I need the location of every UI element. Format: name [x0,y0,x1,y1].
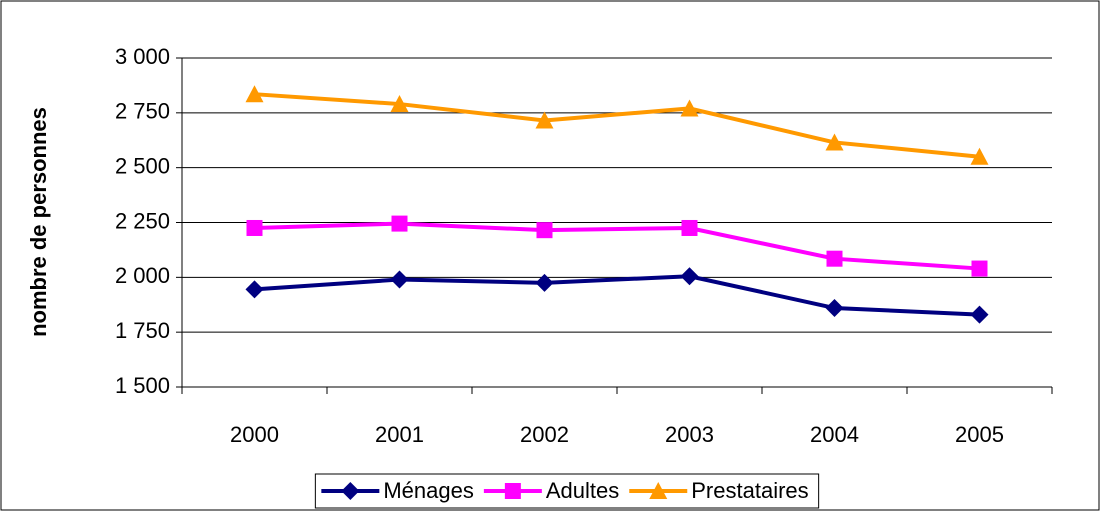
data-point [826,250,843,267]
legend-label: Prestataires [691,478,808,503]
data-point [825,133,844,151]
legend-marker [649,482,668,499]
legend-label: Ménages [383,478,474,503]
y-tick-label: 1 750 [115,318,170,343]
legend: Ménages Adultes Prestataires [314,473,820,509]
series-line [254,274,980,317]
data-point [970,147,989,165]
data-point [970,305,989,324]
data-point [536,222,553,239]
x-tick-label: 2005 [955,422,1004,447]
y-tick-label: 2 250 [115,208,170,233]
data-point [246,219,263,236]
series-line [254,92,980,159]
x-tick-label: 2000 [230,422,279,447]
data-point [391,215,408,232]
y-tick-label: 1 500 [115,373,170,398]
data-point [245,85,264,103]
x-tick-label: 2001 [375,422,424,447]
data-point [680,99,699,117]
data-point [971,260,988,277]
legend-marker [341,482,360,500]
y-tick-label: 2 500 [115,153,170,178]
data-point [535,111,554,129]
legend-item: Adultes [483,478,619,503]
y-tick-label: 2 000 [115,263,170,288]
x-tick-label: 2004 [810,422,859,447]
data-point [535,273,554,292]
legend-item: Ménages [321,478,474,503]
data-point [390,270,409,289]
x-tick-label: 2003 [665,422,714,447]
series-line [254,221,980,271]
data-point [681,219,698,236]
data-point [245,280,264,299]
y-tick-label: 3 000 [115,44,170,69]
legend-item: Prestataires [629,478,809,503]
legend-box [314,473,820,509]
data-point [825,299,844,318]
legend-marker [504,483,521,499]
y-tick-label: 2 750 [115,99,170,124]
data-point [390,95,409,113]
x-tick-label: 2002 [520,422,569,447]
y-axis-label: nombre de personnes [26,107,51,337]
data-point [680,267,699,286]
legend-label: Adultes [546,478,619,503]
